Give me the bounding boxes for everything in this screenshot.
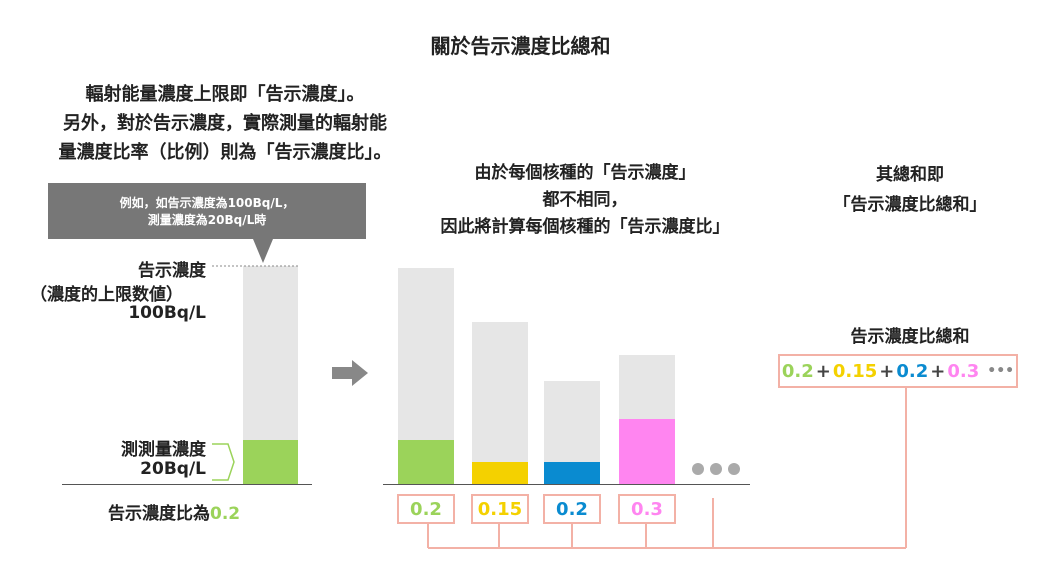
- nuclide-measured-bar: [619, 419, 675, 484]
- measured-value: 20Bq/L: [140, 459, 206, 479]
- sum-term: 0.3: [947, 360, 980, 382]
- ratio-text: 告示濃度比為: [108, 504, 210, 524]
- sum-term: 0.2: [896, 360, 929, 382]
- ratio-value: 0.2: [210, 504, 241, 524]
- middle-header-line-3: 因此將計算每個核種的「告示濃度比」: [440, 217, 730, 237]
- nuclide-ratio-label: 0.3: [618, 494, 676, 524]
- nuclide-ratio-label: 0.15: [471, 494, 529, 524]
- explanation-text: 輻射能量濃度上限即「告示濃度」。 另外，對於告示濃度，實際測量的輻射能 量濃度比…: [0, 80, 450, 167]
- sum-label: 告示濃度比總和: [850, 327, 970, 347]
- left-baseline: [62, 484, 312, 485]
- example-callout: 例如，如告示濃度為100Bq/L， 測量濃度為20Bq/L時: [48, 183, 366, 239]
- explanation-line-2: 另外，對於告示濃度，實際測量的輻射能: [63, 113, 387, 134]
- plus-sign: +: [930, 360, 946, 382]
- sum-header: 其總和即 「告示濃度比總和」: [790, 160, 1030, 220]
- plus-sign: +: [815, 360, 831, 382]
- limit-sublabel: （濃度的上限数値）: [30, 285, 183, 305]
- ratio-result: 告示濃度比為0.2: [108, 499, 240, 524]
- sum-term: 0.2: [781, 360, 814, 382]
- ellipsis-dot: [692, 463, 704, 475]
- middle-header: 由於每個核種的「告示濃度」 都不相同， 因此將計算每個核種的「告示濃度比」: [380, 160, 790, 241]
- callout-line-2: 測量濃度為20Bq/L時: [147, 213, 267, 227]
- explanation-line-3: 量濃度比率（比例）則為「告示濃度比」。: [58, 142, 392, 163]
- callout-pointer: [253, 239, 273, 263]
- sum-ellipsis: •••: [987, 363, 1015, 379]
- nuclide-ratio-label: 0.2: [543, 494, 601, 524]
- nuclide-ratio-label: 0.2: [397, 494, 455, 524]
- arrow-right-icon: [332, 360, 368, 386]
- plus-sign: +: [879, 360, 895, 382]
- ellipsis-dot: [710, 463, 722, 475]
- measured-label: 測測量濃度: [121, 440, 206, 460]
- sum-formula-box: 0.2 +0.15 +0.2 +0.3 •••: [778, 354, 1018, 388]
- chart-baseline: [383, 484, 750, 485]
- nuclide-measured-bar: [544, 462, 600, 484]
- more-bars-ellipsis: [692, 463, 740, 475]
- limit-label: 告示濃度: [138, 261, 206, 281]
- sum-term: 0.15: [832, 360, 878, 382]
- measured-bracket: [212, 443, 235, 481]
- ellipsis-dot: [728, 463, 740, 475]
- sum-header-line-2: 「告示濃度比總和」: [833, 195, 987, 215]
- nuclide-limit-bar: [472, 322, 528, 484]
- measured-bar-fill: [243, 440, 298, 484]
- sum-header-line-1: 其總和即: [876, 165, 944, 185]
- nuclide-measured-bar: [398, 440, 454, 484]
- middle-header-line-1: 由於每個核種的「告示濃度」: [474, 163, 696, 183]
- explanation-line-1: 輻射能量濃度上限即「告示濃度」。: [85, 84, 365, 105]
- page-title: 關於告示濃度比總和: [430, 34, 611, 58]
- middle-header-line-2: 都不相同，: [542, 190, 628, 210]
- limit-value: 100Bq/L: [128, 303, 206, 323]
- callout-line-1: 例如，如告示濃度為100Bq/L，: [119, 196, 295, 210]
- nuclide-measured-bar: [472, 462, 528, 484]
